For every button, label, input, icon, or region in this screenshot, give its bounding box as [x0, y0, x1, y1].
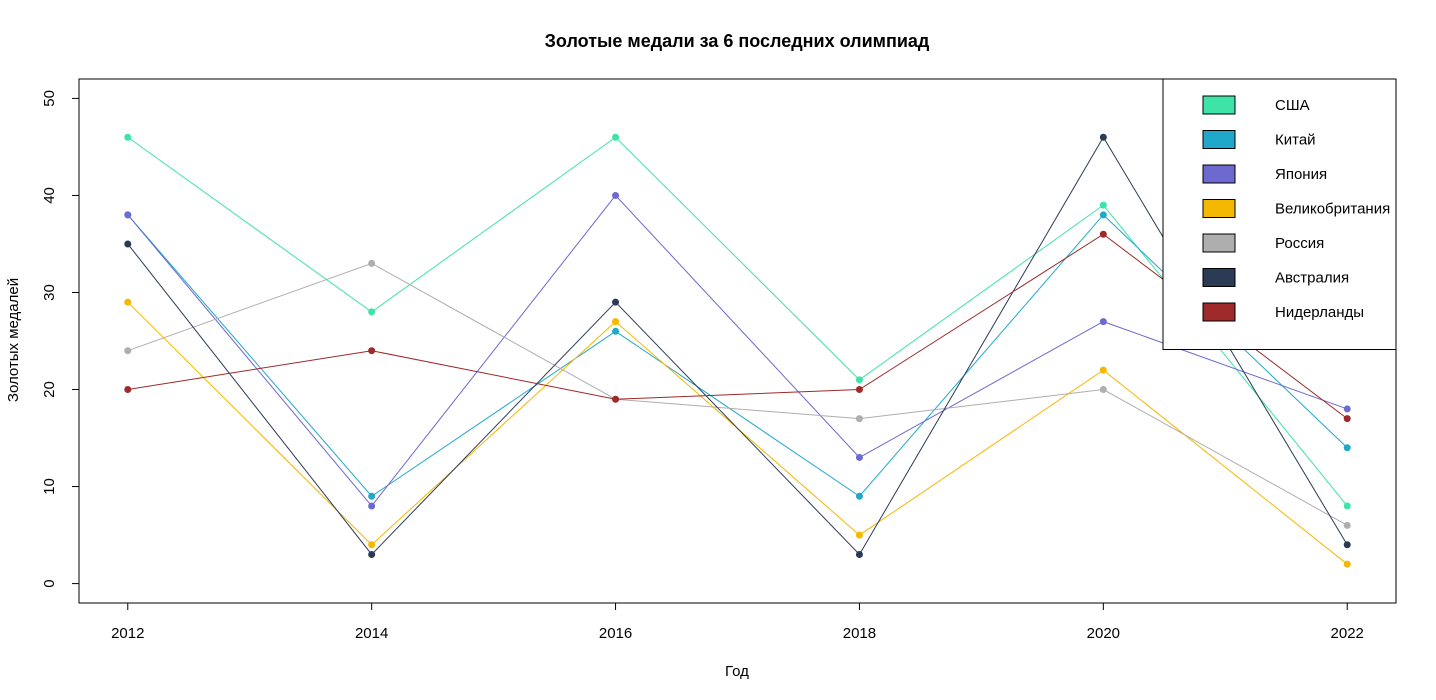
- data-point: [855, 453, 863, 461]
- series-line: [127, 262, 1348, 526]
- x-tick-label: 2020: [1087, 625, 1120, 642]
- x-tick-label: 2014: [355, 625, 388, 642]
- data-point: [1343, 541, 1351, 549]
- data-point: [124, 211, 132, 219]
- data-point: [1099, 318, 1107, 326]
- series-2: [124, 191, 1351, 510]
- data-point: [855, 415, 863, 423]
- data-point: [1343, 415, 1351, 423]
- y-tick-label: 40: [41, 187, 58, 204]
- legend-swatch: [1202, 268, 1236, 287]
- series-line: [127, 194, 1348, 507]
- x-axis: 2012 2014 2016 2018 2020 2022: [111, 602, 1364, 642]
- data-point: [368, 502, 376, 510]
- data-point: [368, 492, 376, 500]
- data-point: [855, 531, 863, 539]
- data-point: [368, 550, 376, 558]
- data-point: [612, 298, 620, 306]
- data-point: [124, 386, 132, 394]
- data-point: [1099, 211, 1107, 219]
- data-point: [612, 133, 620, 141]
- x-tick-label: 2012: [111, 625, 144, 642]
- legend-swatch: [1202, 130, 1236, 149]
- data-point: [855, 386, 863, 394]
- data-point: [1099, 133, 1107, 141]
- data-point: [368, 259, 376, 267]
- legend-label: Нидерланды: [1275, 304, 1364, 321]
- data-point: [1343, 521, 1351, 529]
- y-axis: 0 10 20 30 40 50: [41, 90, 80, 588]
- data-point: [1343, 502, 1351, 510]
- series-5: [124, 133, 1351, 558]
- series-line: [127, 233, 1348, 420]
- x-tick-label: 2016: [599, 625, 632, 642]
- y-axis-label: Золотых медалей: [5, 278, 22, 402]
- legend-label: Великобритания: [1275, 201, 1390, 218]
- data-point: [368, 347, 376, 355]
- legend-label: Китай: [1275, 132, 1316, 149]
- data-point: [124, 133, 132, 141]
- legend-label: США: [1275, 97, 1310, 114]
- data-point: [612, 327, 620, 335]
- data-point: [855, 376, 863, 384]
- y-tick-label: 10: [41, 478, 58, 495]
- data-point: [1099, 201, 1107, 209]
- chart-title: Золотые медали за 6 последних олимпиад: [545, 31, 930, 51]
- data-point: [855, 550, 863, 558]
- data-point: [124, 240, 132, 248]
- series-layer: [124, 133, 1351, 568]
- legend-swatch: [1202, 95, 1236, 115]
- x-tick-label: 2022: [1331, 625, 1364, 642]
- y-tick-label: 50: [41, 90, 58, 107]
- legend-label: Россия: [1275, 235, 1324, 252]
- legend-swatch: [1202, 302, 1236, 322]
- y-tick-label: 30: [41, 284, 58, 301]
- data-point: [612, 318, 620, 326]
- y-tick-label: 0: [41, 579, 58, 587]
- legend-swatch: [1202, 199, 1236, 218]
- legend: США Китай Япония Великобритания Россия Австра…: [1162, 78, 1397, 350]
- series-6: [124, 230, 1351, 423]
- y-tick-label: 20: [41, 381, 58, 398]
- data-point: [124, 347, 132, 355]
- legend-label: Австралия: [1275, 270, 1349, 287]
- data-point: [368, 308, 376, 316]
- series-line: [127, 136, 1348, 556]
- series-line: [127, 136, 1348, 507]
- data-point: [124, 298, 132, 306]
- series-0: [124, 133, 1351, 510]
- data-point: [855, 492, 863, 500]
- legend-swatch: [1202, 164, 1236, 184]
- data-point: [1099, 230, 1107, 238]
- legend-swatch: [1202, 233, 1236, 253]
- data-point: [612, 395, 620, 403]
- legend-box: [1162, 78, 1397, 350]
- data-point: [368, 541, 376, 549]
- series-line: [127, 214, 1348, 497]
- data-point: [1343, 560, 1351, 568]
- data-point: [1343, 405, 1351, 413]
- x-tick-label: 2018: [843, 625, 876, 642]
- legend-label: Япония: [1275, 166, 1327, 183]
- data-point: [1099, 366, 1107, 374]
- data-point: [1343, 444, 1351, 452]
- data-point: [612, 191, 620, 199]
- x-axis-label: Год: [725, 663, 749, 680]
- data-point: [1099, 386, 1107, 394]
